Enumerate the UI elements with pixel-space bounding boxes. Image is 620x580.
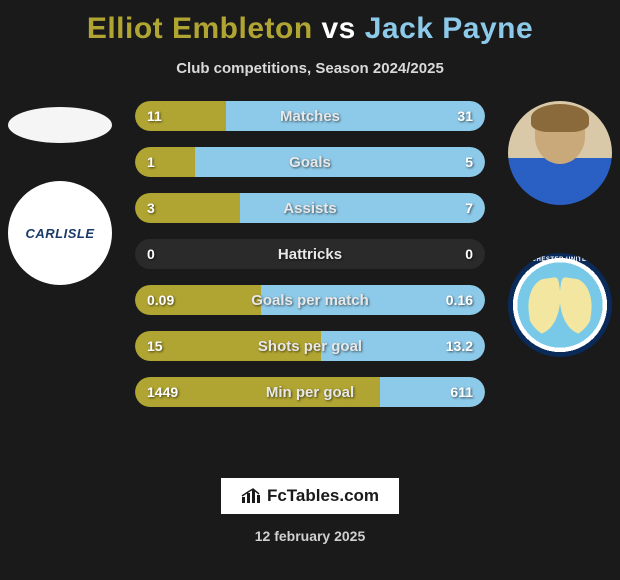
player1-avatar	[8, 107, 112, 143]
page-title: Elliot Embleton vs Jack Payne	[87, 12, 533, 46]
stat-row: Assists3 7	[135, 193, 485, 223]
source-logo: FcTables.com	[221, 478, 399, 514]
stat-label: Hattricks	[135, 239, 485, 269]
stat-value-player2: 31	[457, 101, 473, 131]
stat-value-player2: 611	[450, 377, 473, 407]
club-wings-icon	[526, 271, 594, 339]
footer-date: 12 february 2025	[255, 528, 366, 544]
stat-row: Matches11 31	[135, 101, 485, 131]
player1-club-badge: CARLISLE	[8, 181, 112, 285]
footer: FcTables.com 12 february 2025	[0, 478, 620, 580]
title-player1: Elliot Embleton	[87, 12, 313, 45]
avatars-right: COLCHESTER UNITED FC	[508, 101, 612, 357]
stat-value-player2: 0	[465, 239, 473, 269]
stat-value-player1: 1449	[147, 377, 178, 407]
stat-row: Goals per match0.09 0.16	[135, 285, 485, 315]
stat-value-player2: 13.2	[446, 331, 473, 361]
source-logo-text: FcTables.com	[267, 486, 379, 506]
stat-label: Matches	[135, 101, 485, 131]
avatars-left: CARLISLE	[8, 101, 112, 285]
stat-value-player1: 1	[147, 147, 155, 177]
comparison-infographic: Elliot Embleton vs Jack Payne Club compe…	[0, 0, 620, 580]
stat-label: Goals	[135, 147, 485, 177]
player1-club-text: CARLISLE	[26, 226, 95, 241]
player2-club-badge: COLCHESTER UNITED FC	[508, 253, 612, 357]
stat-bars: Matches1131Goals15Assists37Hattricks00Go…	[135, 101, 485, 407]
player2-club-text: COLCHESTER UNITED FC	[508, 257, 612, 263]
stat-value-player2: 7	[465, 193, 473, 223]
stat-value-player1: 15	[147, 331, 163, 361]
barchart-icon	[241, 488, 261, 504]
stat-row: Goals1 5	[135, 147, 485, 177]
stat-value-player1: 0	[147, 239, 155, 269]
stat-label: Shots per goal	[135, 331, 485, 361]
title-player2: Jack Payne	[365, 12, 533, 45]
stat-row: Shots per goal15 13.2	[135, 331, 485, 361]
stat-value-player2: 0.16	[446, 285, 473, 315]
stat-label: Assists	[135, 193, 485, 223]
stat-label: Min per goal	[135, 377, 485, 407]
stat-value-player1: 3	[147, 193, 155, 223]
stat-value-player2: 5	[465, 147, 473, 177]
main-area: CARLISLE COLCHESTER UNITED FC Matches113…	[0, 101, 620, 478]
stat-row: Hattricks0 0	[135, 239, 485, 269]
stat-label: Goals per match	[135, 285, 485, 315]
stat-value-player1: 0.09	[147, 285, 174, 315]
subtitle: Club competitions, Season 2024/2025	[176, 60, 444, 77]
stat-row: Min per goal1449 611	[135, 377, 485, 407]
player2-avatar	[508, 101, 612, 205]
stat-value-player1: 11	[147, 101, 162, 131]
title-vs: vs	[322, 12, 356, 45]
